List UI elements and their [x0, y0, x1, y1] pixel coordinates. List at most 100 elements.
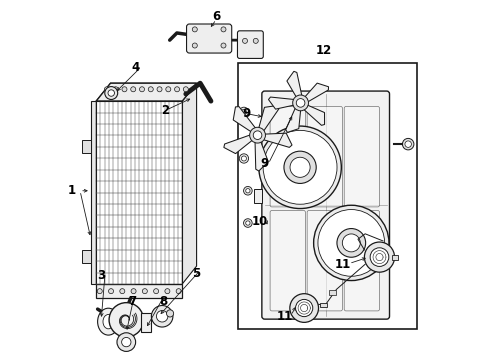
Polygon shape [287, 71, 302, 98]
Circle shape [156, 311, 168, 322]
Circle shape [192, 43, 197, 48]
Text: 9: 9 [243, 107, 251, 120]
Circle shape [245, 221, 250, 225]
Circle shape [166, 87, 171, 92]
Text: 7: 7 [128, 295, 136, 308]
Circle shape [174, 87, 179, 92]
Bar [254, 189, 262, 203]
Bar [141, 313, 151, 332]
Text: 3: 3 [98, 269, 106, 282]
Circle shape [109, 303, 144, 337]
Circle shape [176, 289, 181, 294]
Polygon shape [286, 107, 301, 132]
Circle shape [250, 127, 266, 143]
Circle shape [253, 131, 262, 139]
Polygon shape [259, 105, 279, 132]
Circle shape [104, 87, 109, 92]
Circle shape [120, 289, 125, 294]
Circle shape [402, 138, 414, 150]
Polygon shape [96, 83, 196, 101]
Circle shape [296, 99, 305, 107]
Circle shape [151, 306, 173, 327]
Circle shape [157, 87, 162, 92]
Ellipse shape [103, 315, 114, 329]
Circle shape [253, 39, 258, 43]
Circle shape [165, 289, 170, 294]
Circle shape [405, 141, 412, 147]
Circle shape [290, 157, 310, 177]
Circle shape [183, 87, 188, 92]
FancyBboxPatch shape [344, 107, 379, 207]
FancyBboxPatch shape [187, 24, 232, 53]
Polygon shape [224, 135, 253, 154]
Circle shape [244, 219, 252, 227]
Circle shape [131, 289, 136, 294]
Polygon shape [269, 97, 295, 109]
Circle shape [370, 248, 389, 266]
Circle shape [314, 205, 389, 280]
FancyBboxPatch shape [270, 107, 305, 207]
Bar [96, 101, 182, 284]
Circle shape [131, 87, 136, 92]
FancyBboxPatch shape [262, 91, 390, 319]
Circle shape [153, 289, 159, 294]
Text: 6: 6 [212, 10, 220, 23]
Circle shape [290, 294, 318, 322]
Text: 5: 5 [193, 267, 201, 280]
Text: 9: 9 [261, 157, 269, 170]
Circle shape [293, 95, 309, 111]
Circle shape [284, 151, 316, 184]
Circle shape [108, 90, 115, 96]
Circle shape [105, 87, 118, 99]
Polygon shape [304, 83, 328, 102]
Bar [96, 284, 182, 298]
Text: 11: 11 [276, 310, 293, 324]
Polygon shape [96, 83, 196, 101]
Text: 4: 4 [131, 60, 140, 73]
Circle shape [239, 107, 248, 117]
Polygon shape [255, 141, 269, 171]
FancyBboxPatch shape [238, 31, 263, 58]
Text: 8: 8 [159, 295, 168, 308]
FancyBboxPatch shape [270, 211, 305, 311]
Circle shape [117, 333, 136, 351]
Circle shape [221, 43, 226, 48]
Circle shape [245, 189, 250, 193]
Polygon shape [182, 83, 196, 284]
Circle shape [242, 156, 246, 161]
Ellipse shape [98, 308, 119, 335]
Bar [82, 250, 91, 263]
Bar [329, 291, 336, 295]
Circle shape [365, 242, 394, 272]
Circle shape [142, 289, 147, 294]
FancyBboxPatch shape [344, 211, 379, 311]
Circle shape [242, 109, 246, 114]
Circle shape [239, 154, 248, 163]
Circle shape [192, 27, 197, 32]
Text: 12: 12 [316, 44, 332, 57]
Circle shape [122, 337, 131, 347]
Circle shape [140, 87, 145, 92]
Bar [238, 63, 417, 329]
Circle shape [113, 87, 118, 92]
Polygon shape [303, 105, 324, 125]
FancyBboxPatch shape [307, 107, 343, 207]
Circle shape [259, 126, 342, 208]
Circle shape [263, 130, 337, 204]
Bar [320, 303, 327, 307]
Polygon shape [263, 133, 292, 147]
Circle shape [122, 87, 127, 92]
Bar [91, 101, 96, 284]
Text: 1: 1 [68, 184, 76, 197]
Circle shape [221, 27, 226, 32]
Text: 11: 11 [334, 258, 351, 271]
Bar [392, 255, 398, 260]
Bar [82, 140, 91, 153]
Circle shape [97, 289, 102, 294]
Circle shape [244, 186, 252, 195]
Text: 2: 2 [161, 104, 170, 117]
Circle shape [343, 234, 360, 252]
Text: 10: 10 [251, 215, 268, 228]
Circle shape [337, 229, 366, 257]
Circle shape [108, 289, 114, 294]
